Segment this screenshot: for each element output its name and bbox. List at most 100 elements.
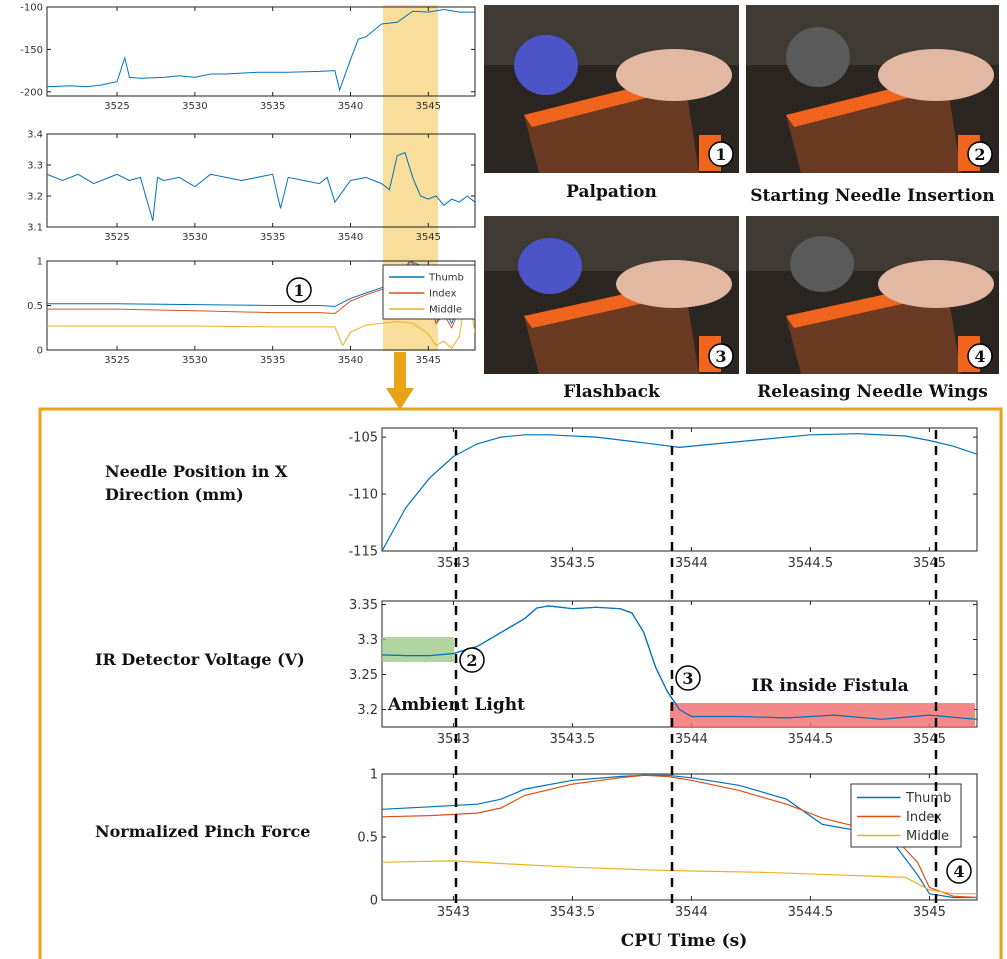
series-line-signal: [382, 433, 977, 551]
x-tick-label: 3525: [104, 355, 129, 366]
legend-box: [850, 783, 962, 848]
y-tick-label: -150: [20, 45, 43, 56]
plot-axes-box: [46, 6, 476, 97]
x-tick-label: 3544: [675, 732, 708, 747]
legend-label-thumb: Thumb: [905, 791, 951, 806]
plot-axes-box: [381, 427, 978, 552]
y-tick-label: 3.2: [357, 703, 378, 718]
photo-number: 2: [974, 145, 985, 164]
x-tick-label: 3543: [437, 905, 470, 920]
fistula-label: IR inside Fistula: [751, 676, 908, 696]
y-tick-label: -100: [20, 3, 43, 14]
x-axis-label: CPU Time (s): [621, 931, 748, 951]
y-tick-label: 3.3: [27, 161, 43, 172]
photo-caption-palpation: Palpation: [566, 182, 657, 202]
event-marker-label: 3: [682, 669, 693, 688]
x-tick-label: 3530: [182, 355, 207, 366]
plot-axes-box: [46, 133, 476, 228]
y-tick-label: 3.1: [27, 223, 43, 234]
x-tick-label: 3543.5: [550, 732, 596, 747]
y-tick-label: -110: [348, 488, 378, 503]
x-tick-label: 3525: [104, 232, 129, 243]
x-tick-label: 3545: [913, 732, 946, 747]
photo-flashback: 3: [484, 216, 739, 374]
x-tick-label: 3544: [675, 905, 708, 920]
x-tick-label: 3535: [260, 101, 285, 112]
legend-label-thumb: Thumb: [428, 273, 464, 284]
ambient-light-box: [382, 637, 454, 662]
x-tick-label: 3545: [913, 905, 946, 920]
y-tick-label: 3.4: [27, 130, 43, 141]
x-tick-label: 3530: [182, 232, 207, 243]
y-tick-label: 0.5: [357, 831, 378, 846]
legend-label-index: Index: [429, 289, 457, 300]
x-tick-label: 3535: [260, 232, 285, 243]
y-tick-label: 3.2: [27, 192, 43, 203]
photo-palpation: 1: [484, 5, 739, 173]
x-tick-label: 3545: [416, 232, 441, 243]
legend-label-middle: Middle: [429, 305, 462, 316]
photo-releasing-wings: 4: [746, 216, 999, 374]
legend-label-middle: Middle: [906, 829, 949, 844]
series-line-middle: [382, 860, 977, 895]
x-tick-label: 3540: [338, 355, 363, 366]
photo-caption-needle-insertion: Starting Needle Insertion: [750, 186, 995, 206]
x-tick-label: 3543: [437, 732, 470, 747]
y-tick-label: 3.3: [357, 633, 378, 648]
event-marker-circle: [675, 665, 701, 691]
x-tick-label: 3543: [437, 556, 470, 571]
event-marker-circle: [946, 858, 972, 884]
y-tick-label: 0.5: [27, 301, 43, 312]
x-tick-label: 3544: [675, 556, 708, 571]
procedure-photo: 4: [746, 216, 999, 374]
series-line-index: [382, 774, 977, 899]
event-marker-label: 4: [953, 862, 964, 881]
procedure-photo: 3: [484, 216, 739, 374]
photo-needle-insertion: 2: [746, 5, 999, 173]
x-tick-label: 3545: [913, 556, 946, 571]
procedure-photo: 1: [484, 5, 739, 173]
zoom-arrow-shaft: [394, 352, 406, 392]
series-line-thumb: [382, 774, 977, 899]
event-marker-circle: [286, 277, 312, 303]
y-tick-label: 0: [37, 346, 43, 357]
row-label-needle-position: Needle Position in X Direction (mm): [105, 462, 288, 504]
y-tick-label: -200: [20, 87, 43, 98]
photo-number: 1: [715, 145, 726, 164]
y-tick-label: 3.25: [349, 668, 378, 683]
y-tick-label: -105: [348, 431, 378, 446]
series-line-middle: [47, 287, 475, 349]
y-tick-label: -115: [348, 545, 378, 560]
photo-number: 4: [974, 347, 985, 366]
row-label-pinch-force: Normalized Pinch Force: [95, 822, 311, 841]
photo-number: 3: [715, 347, 726, 366]
legend-label-index: Index: [906, 810, 942, 825]
x-tick-label: 3530: [182, 101, 207, 112]
zoom-arrow-head: [386, 388, 414, 410]
x-tick-label: 3525: [104, 101, 129, 112]
legend-box: [382, 264, 476, 320]
x-tick-label: 3540: [338, 101, 363, 112]
ambient-light-label: Ambient Light: [387, 695, 525, 715]
photo-caption-flashback: Flashback: [563, 382, 660, 402]
event-marker-circle: [459, 647, 485, 673]
x-tick-label: 3540: [338, 232, 363, 243]
x-tick-label: 3544.5: [788, 732, 834, 747]
row-label-ir-voltage: IR Detector Voltage (V): [95, 650, 305, 669]
photo-caption-releasing-wings: Releasing Needle Wings: [757, 382, 988, 402]
series-line-signal: [47, 151, 475, 221]
detail-frame: [38, 407, 1003, 959]
x-tick-label: 3545: [416, 101, 441, 112]
y-tick-label: 1: [370, 768, 378, 783]
y-tick-label: 1: [37, 257, 43, 268]
x-tick-label: 3535: [260, 355, 285, 366]
x-tick-label: 3543.5: [550, 905, 596, 920]
event-marker-label: 1: [293, 281, 304, 300]
series-line-signal: [47, 8, 475, 92]
y-tick-label: 0: [370, 894, 378, 909]
x-tick-label: 3543.5: [550, 556, 596, 571]
procedure-photo: 2: [746, 5, 999, 173]
y-tick-label: 3.35: [349, 598, 378, 613]
